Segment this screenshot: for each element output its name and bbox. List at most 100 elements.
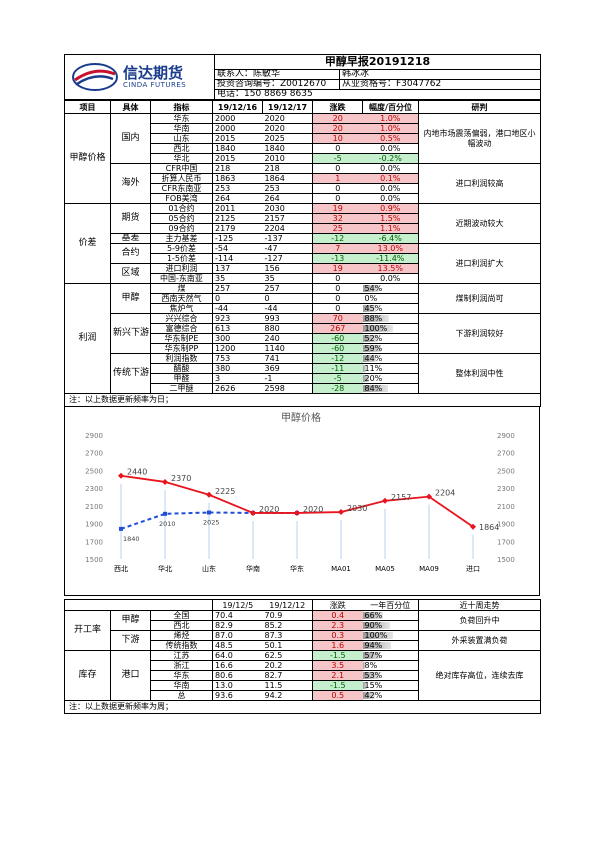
change: 70 (312, 313, 363, 324)
group-profit: 利润 (64, 283, 111, 394)
profit-row: 富德综合 613 880 267 100% (65, 323, 541, 334)
value-date1: 2179 (212, 223, 263, 234)
data-point (206, 491, 212, 498)
value-date1: -44 (212, 303, 263, 314)
change: 0 (312, 143, 363, 154)
value-date1: -114 (212, 253, 263, 264)
value-date2: -127 (262, 253, 313, 264)
change: -11 (312, 363, 363, 374)
data-label: 2010 (159, 520, 176, 528)
profit-row: 新兴下游 兴兴综合 923 993 70 88% 下游利润较好 (65, 313, 541, 354)
judgement: 近期波动较大 (418, 203, 541, 244)
subgroup: 下游 (110, 630, 151, 651)
value-date2: 218 (262, 163, 313, 174)
subgroup: 国内 (110, 113, 151, 164)
profit-row: 甲醛 3 -1 -5 20% (65, 373, 541, 384)
profit-row: 利润 甲醇煤 257 257 0 54% 煤制利润尚可 (64, 283, 541, 394)
price-row: 折算人民币 1863 1864 1 0.1% (65, 173, 541, 184)
value-date2: 2598 (262, 383, 313, 394)
value-date2: 2030 (262, 203, 313, 214)
indicator: 华南 (150, 680, 213, 691)
percentile-bar: 52% (362, 333, 419, 344)
percentile-value: 88% (364, 314, 383, 323)
subgroup: 区域 (110, 263, 151, 284)
judgement: 内地市场震荡偏弱，港口地区小幅波动 (418, 113, 541, 164)
change: 19 (312, 263, 363, 274)
report-header: 信达期货 CINDA FUTURES 甲醇早报20191218 联系人：陈敏华韩… (64, 54, 542, 100)
price-profit-table: 项目 具体 指标 19/12/16 19/12/17 涨跌 幅度/百分位 研判 … (64, 100, 541, 407)
percentile-fill (362, 672, 379, 679)
price-row: CFR东南亚 253 253 0 0.0% (65, 183, 541, 194)
y-tick-left: 1700 (85, 538, 103, 546)
percentile-bar: 57% (362, 650, 419, 661)
subgroup: 甲醇 (110, 610, 151, 631)
group-methanol-price: 甲醇价格 (64, 113, 111, 204)
stock-row: 传统指数 48.5 50.1 1.6 94% (65, 640, 541, 651)
judgement: 负荷回升中 (418, 610, 541, 631)
price-row: 山东 2015 2025 10 0.5% (65, 133, 541, 144)
change: 2.3 (312, 620, 363, 631)
pct-change: 13.0% (362, 243, 419, 254)
subgroup: 合约 (110, 243, 151, 264)
judgement: 进口利润较高 (418, 163, 541, 204)
change: 20 (312, 113, 363, 124)
value-date1: 380 (212, 363, 263, 374)
stock-row: 华南 13.0 11.5 -1.5 15% (65, 680, 541, 691)
indicator: 华南 (150, 123, 213, 134)
colhead-date1: 19/12/16 (212, 100, 263, 114)
logo: 信达期货 CINDA FUTURES (64, 54, 215, 100)
percentile-fill (362, 335, 379, 342)
data-point (207, 510, 211, 515)
value-date2: 1140 (262, 343, 313, 354)
y-tick-left: 2700 (85, 450, 103, 458)
subgroup: 新兴下游 (110, 313, 151, 354)
indicator: 江苏 (150, 650, 213, 661)
change: 20 (312, 123, 363, 134)
value-date1: 1863 (212, 173, 263, 184)
group-spread: 价差 (64, 203, 111, 284)
indicator: 兴兴综合 (150, 313, 213, 324)
value-date1: 218 (212, 163, 263, 174)
note-daily: 注：以上数据更新频率为日； (64, 393, 541, 407)
percentile-fill (362, 622, 390, 629)
data-point (163, 511, 167, 516)
percentile-fill (362, 365, 366, 372)
data-label: 2204 (435, 489, 455, 498)
percentile-bar: 8% (362, 660, 419, 671)
change: -13 (312, 253, 363, 264)
colhead-date2: 19/12/17 (262, 100, 313, 114)
change: 0 (312, 193, 363, 204)
indicator: FOB美湾 (150, 193, 213, 204)
y-tick-left: 2900 (85, 432, 103, 440)
pct-change: 0.1% (362, 173, 419, 184)
change: 0.4 (312, 610, 363, 621)
contact-2: 韩冰冰 (339, 69, 541, 80)
value-date2: 264 (262, 193, 313, 204)
change: -5 (312, 373, 363, 384)
price-row: 1-5价差 -114 -127 -13 -11.4% (65, 253, 541, 264)
x-tick: MA05 (375, 565, 395, 573)
profit-row: 醋酸 380 369 -11 11% (65, 363, 541, 374)
change: 1.6 (312, 640, 363, 651)
percentile-fill (362, 632, 394, 639)
indicator: 05合约 (150, 213, 213, 224)
percentile-bar: 45% (362, 303, 419, 314)
pct-change: 0.5% (362, 133, 419, 144)
value-date2: 50.1 (262, 640, 313, 651)
y-tick-right: 1900 (497, 521, 515, 529)
indicator: 山东 (150, 133, 213, 144)
indicator: 全国 (150, 610, 213, 621)
note-weekly: 注：以上数据更新频率为周； (64, 700, 541, 714)
group-inventory: 库存 (64, 650, 111, 701)
percentile-value: 42% (364, 691, 383, 700)
price-row: 基差 主力基差 -125 -137 -12 -6.4% (65, 233, 541, 244)
x-tick: MA09 (419, 565, 439, 573)
value-date2: 70.9 (262, 610, 313, 621)
x-tick: 进口 (466, 565, 480, 573)
indicator: 西南天然气 (150, 293, 213, 304)
change: 10 (312, 133, 363, 144)
value-date1: 0 (212, 293, 263, 304)
pct-change: 1.0% (362, 113, 419, 124)
data-point (338, 509, 344, 516)
value-date2: 156 (262, 263, 313, 274)
